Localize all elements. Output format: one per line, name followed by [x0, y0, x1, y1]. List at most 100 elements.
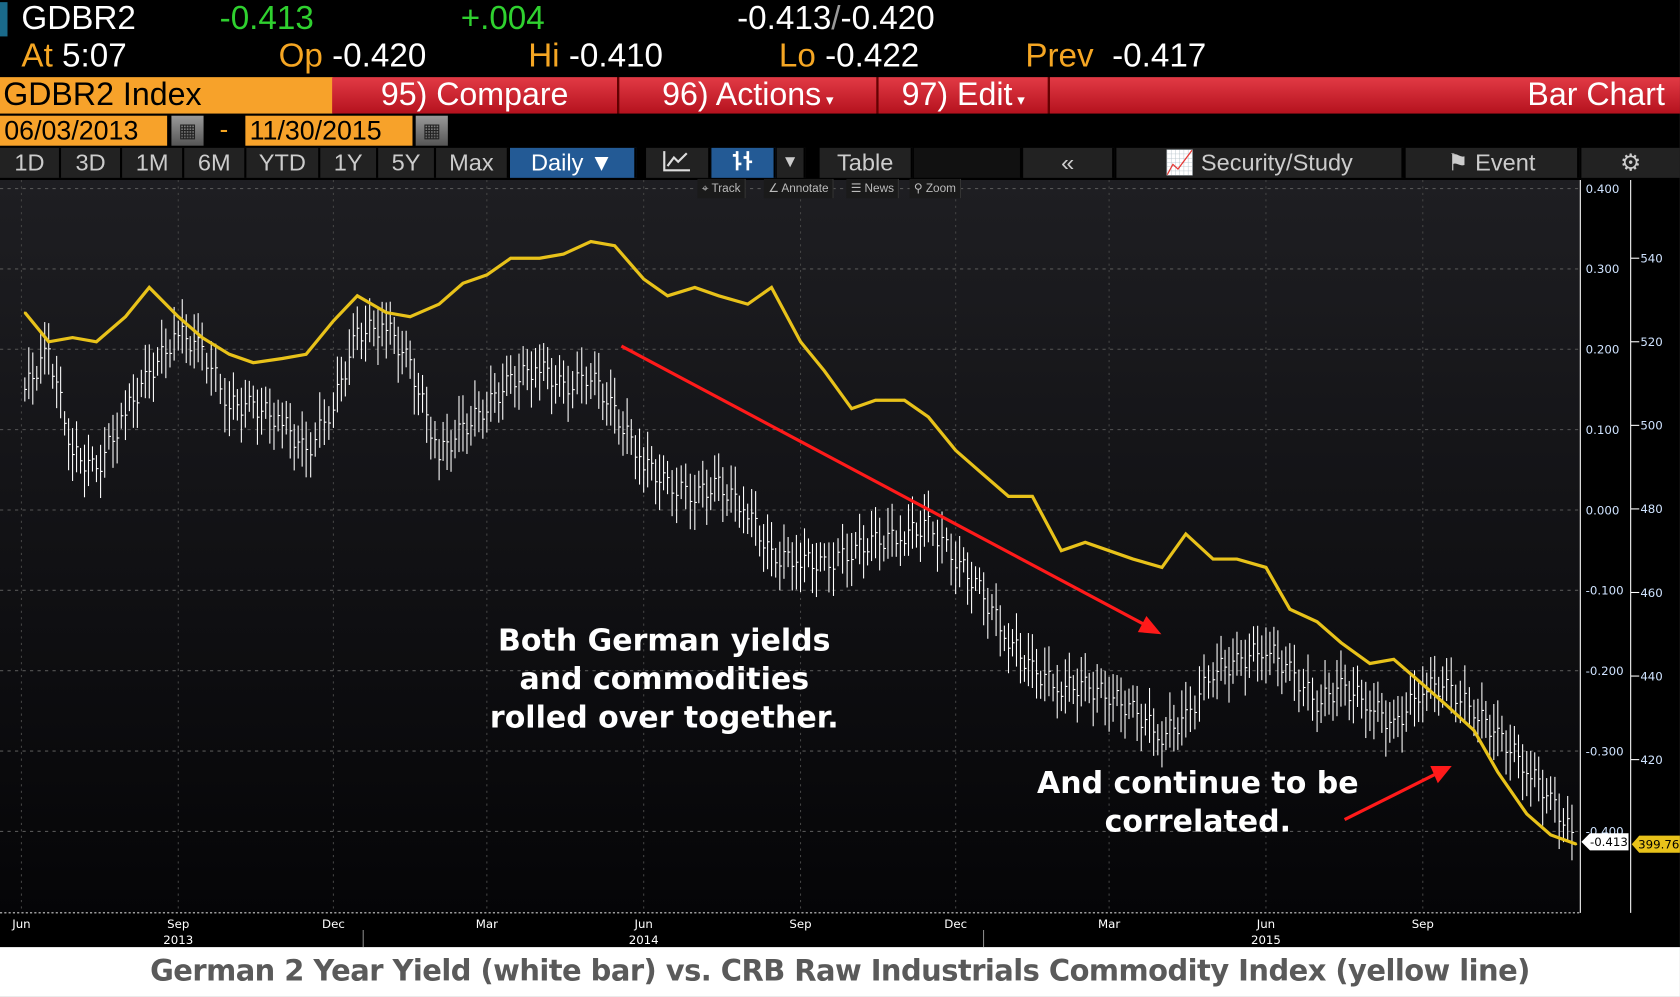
op-label: Op	[278, 36, 323, 74]
plot-background	[0, 179, 1581, 913]
hi-value: -0.410	[568, 36, 663, 74]
period-1y[interactable]: 1Y	[320, 147, 379, 178]
last-crb-value: 399.76	[1638, 837, 1679, 851]
low-field: Lo -0.422	[779, 37, 919, 73]
ticker: GDBR2	[21, 0, 136, 37]
actions-button[interactable]: 96) Actions ▾	[619, 77, 879, 114]
bar-chart-icon[interactable]	[711, 147, 776, 178]
left-axis-tick-label: 0.300	[1586, 262, 1620, 276]
annotation-line: and commodities	[519, 661, 810, 697]
end-date-input[interactable]: 11/30/2015	[245, 115, 413, 146]
correlation-arrow	[1343, 771, 1440, 822]
line-chart-icon[interactable]	[646, 147, 711, 178]
lo-label: Lo	[778, 36, 816, 74]
zoom-button[interactable]: ⚲ Zoom	[909, 178, 962, 199]
chart-caption: German 2 Year Yield (white bar) vs. CRB …	[0, 947, 1680, 997]
focus-marker	[0, 2, 8, 37]
right-axis-tick-label: 520	[1640, 335, 1662, 349]
table-button[interactable]: Table	[819, 147, 913, 178]
arrow-head	[1430, 766, 1452, 784]
net-change: +.004	[460, 0, 545, 37]
actions-label: 96) Actions	[662, 77, 822, 113]
compare-button[interactable]: 95) Compare	[332, 77, 620, 114]
x-month-label: Sep	[1412, 917, 1434, 931]
last-crb-flag	[1631, 835, 1680, 853]
period-ytd[interactable]: YTD	[246, 147, 321, 178]
chart-style-dropdown[interactable]: ▼	[776, 147, 806, 178]
news-label: News	[864, 182, 895, 195]
flag-icon: ⚑	[1447, 148, 1469, 176]
track-button[interactable]: ⌖ Track	[697, 178, 746, 199]
annotate-button[interactable]: ∠ Annotate	[763, 178, 834, 199]
chart-type-label: Bar Chart	[1527, 77, 1665, 113]
frequency-dropdown[interactable]: Daily ▼	[509, 147, 637, 178]
annotate-label: Annotate	[781, 182, 829, 195]
annotation-rolled-over: Both German yields and commodities rolle…	[461, 621, 868, 737]
chart-type-bar: Bar Chart	[1049, 77, 1680, 114]
downtrend-arrow	[620, 344, 1150, 629]
period-1d[interactable]: 1D	[0, 147, 62, 178]
annotation-line: And continue to be	[1037, 764, 1359, 801]
x-month-label: Dec	[944, 917, 967, 931]
x-month-label: Jun	[1256, 917, 1275, 931]
period-6m[interactable]: 6M	[184, 147, 247, 178]
edit-label: 97) Edit	[901, 77, 1013, 113]
x-month-label: Jun	[11, 917, 30, 931]
prev-label: Prev	[1025, 36, 1094, 74]
annotation-line: rolled over together.	[489, 699, 839, 735]
x-month-label: Dec	[322, 917, 345, 931]
chevron-down-icon: ▾	[825, 91, 834, 109]
right-axis-tick-label: 480	[1640, 502, 1662, 516]
left-axis-tick-label: 0.200	[1586, 343, 1620, 357]
x-month-label: Sep	[167, 917, 189, 931]
x-month-label: Jun	[633, 917, 652, 931]
event-label: Event	[1475, 148, 1536, 176]
lo-value: -0.422	[825, 36, 920, 74]
x-month-label: Mar	[476, 917, 498, 931]
edit-button[interactable]: 97) Edit ▾	[878, 77, 1050, 114]
annotation-line: Both German yields	[498, 622, 831, 658]
annotation-line: correlated.	[1104, 803, 1292, 839]
collapse-button[interactable]: «	[1023, 147, 1115, 178]
prev-field: Prev -0.417	[1025, 37, 1206, 73]
calendar-icon[interactable]: ▦	[415, 115, 448, 146]
gear-icon[interactable]: ⚙	[1581, 147, 1680, 178]
last-yield-flag	[1581, 833, 1629, 851]
date-separator: -	[219, 115, 229, 145]
track-label: Track	[711, 182, 741, 195]
toolbar-spacer	[913, 147, 1023, 178]
start-date-input[interactable]: 06/03/2013	[0, 115, 168, 146]
event-button[interactable]: ⚑ Event	[1405, 147, 1580, 178]
last-yield-value: -0.413	[1590, 835, 1628, 849]
period-max[interactable]: Max	[436, 147, 509, 178]
op-value: -0.420	[332, 36, 427, 74]
period-3d[interactable]: 3D	[61, 147, 123, 178]
bid-ask: -0.413/-0.420	[737, 0, 935, 36]
x-year-label: 2015	[1251, 933, 1281, 947]
security-study-label: Security/Study	[1200, 148, 1353, 176]
calendar-icon[interactable]: ▦	[171, 115, 204, 146]
left-axis-tick-label: 0.000	[1586, 503, 1620, 517]
prev-value: -0.417	[1112, 36, 1207, 74]
last-price: -0.413	[219, 0, 314, 37]
x-year-label: 2014	[629, 933, 659, 947]
compare-label: 95) Compare	[380, 77, 569, 113]
security-field[interactable]: GDBR2 Index	[0, 77, 334, 114]
news-button[interactable]: ☰ News	[846, 178, 900, 199]
ask: -0.420	[840, 0, 935, 37]
period-5y[interactable]: 5Y	[378, 147, 437, 178]
right-axis-tick-label: 440	[1640, 669, 1662, 683]
at-label: At	[21, 36, 53, 74]
annotation-correlated: And continue to be correlated.	[1016, 764, 1380, 841]
bid-ask-separator: /	[831, 0, 841, 37]
chart-plot[interactable]: 0.400 0.300 0.200 0.100 0.000 -0.100 -0.200 -0.…	[0, 179, 1680, 948]
right-axis-tick-label: 540	[1640, 251, 1662, 265]
bid: -0.413	[737, 0, 832, 37]
zoom-label: Zoom	[925, 182, 956, 195]
x-month-label: Mar	[1098, 917, 1120, 931]
open-field: Op -0.420	[279, 37, 427, 73]
security-study-button[interactable]: 📈 Security/Study	[1116, 147, 1404, 178]
chevron-down-icon: ▾	[1017, 91, 1025, 109]
period-1m[interactable]: 1M	[122, 147, 185, 178]
arrow-head	[1137, 616, 1162, 635]
